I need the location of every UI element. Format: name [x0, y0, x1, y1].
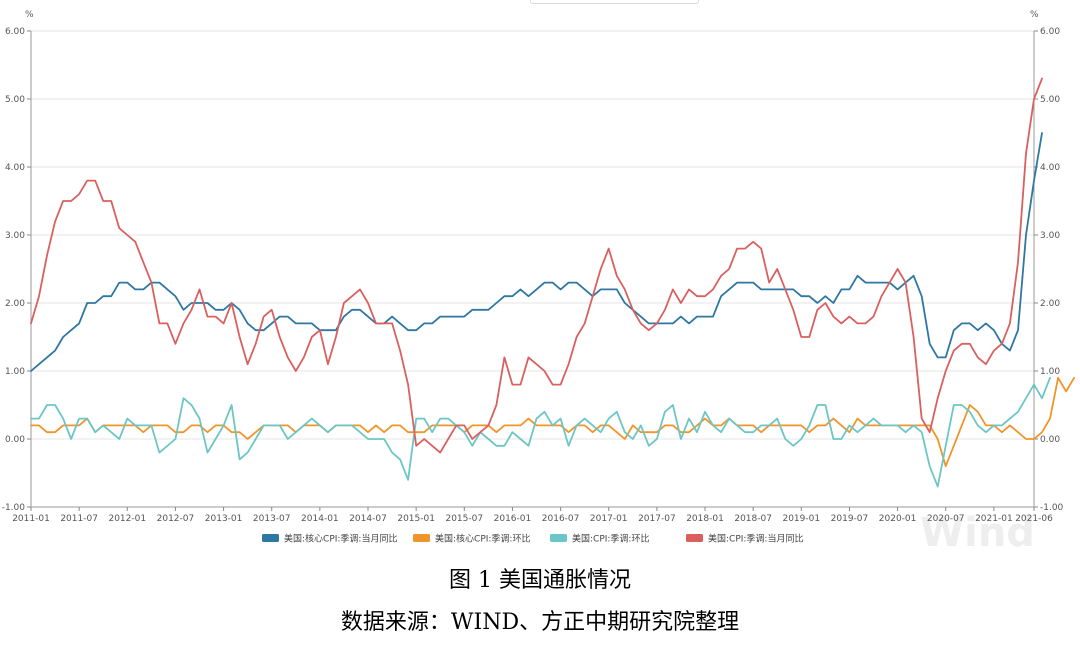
legend-label-3: 美国:CPI:季调:环比 — [572, 533, 649, 545]
legend-swatch-4 — [686, 534, 703, 542]
x-tick-label: 2018-01 — [686, 514, 724, 524]
x-tick-label: 2014-07 — [349, 514, 387, 524]
x-tick-label: 2021-06 — [1015, 514, 1053, 524]
legend-label-4: 美国:CPI:季调:当月同比 — [708, 533, 803, 545]
x-tick-label: 2013-01 — [205, 514, 243, 524]
x-tick-label: 2019-07 — [831, 514, 869, 524]
series-line-2 — [30, 376, 1075, 468]
grid-lines — [31, 30, 1034, 440]
y-axis-left-ticks: 6.00 5.00 4.00 3.00 2.00 1.00 0.00 -1.00 — [2, 27, 26, 513]
x-tick-label: 2011-07 — [60, 514, 98, 524]
x-tick-label: 2015-01 — [397, 514, 435, 524]
figure-source: 数据来源：WIND、方正中期研究院整理 — [340, 610, 740, 635]
series-line-1 — [30, 132, 1043, 372]
series-lines — [30, 77, 1075, 488]
x-tick-label: 2016-01 — [494, 514, 532, 524]
x-tick-label: 2015-07 — [445, 514, 483, 524]
y-tick-label-left: -1.00 — [2, 503, 26, 513]
y-axis-right-ticks: 6.00 5.00 4.00 3.00 2.00 1.00 0.00 -1.00 — [1040, 27, 1064, 513]
y-tick-label-right: 0.00 — [1040, 435, 1060, 445]
y-tick-label-right: 5.00 — [1040, 95, 1060, 105]
legend-swatch-2 — [413, 534, 430, 542]
x-tick-label: 2016-07 — [542, 514, 580, 524]
y-tick-label-left: 6.00 — [5, 27, 25, 37]
x-axis-ticks: 2011-01 2011-07 2012-01 2012-07 2013-01 2013-… — [12, 514, 1053, 524]
y-tick-label-right: 2.00 — [1040, 299, 1060, 309]
figure-title: 图 1 美国通胀情况 — [449, 568, 631, 593]
watermark-text: Wind — [920, 510, 1035, 556]
y-tick-label-right: 3.00 — [1040, 231, 1060, 241]
x-tick-label: 2017-01 — [590, 514, 628, 524]
top-toolbar-box — [530, 0, 699, 4]
y-axis-left-unit: % — [25, 10, 34, 20]
axes — [27, 30, 1038, 511]
x-tick-label: 2013-07 — [253, 514, 291, 524]
legend[interactable]: 美国:核心CPI:季调:当月同比 美国:核心CPI:季调:环比 美国:CPI:季调:… — [262, 533, 803, 545]
x-tick-label: 2017-07 — [638, 514, 676, 524]
x-tick-label: 2012-01 — [108, 514, 146, 524]
y-tick-label-right: 4.00 — [1040, 163, 1060, 173]
y-tick-label-left: 1.00 — [5, 367, 25, 377]
y-tick-label-left: 4.00 — [5, 163, 25, 173]
y-tick-label-left: 2.00 — [5, 299, 25, 309]
x-tick-label: 2019-01 — [782, 514, 820, 524]
x-tick-label: 2011-01 — [12, 514, 50, 524]
x-tick-label: 2018-07 — [734, 514, 772, 524]
legend-label-2: 美国:核心CPI:季调:环比 — [435, 533, 530, 545]
y-axis-right-unit: % — [1030, 10, 1039, 20]
y-tick-label-left: 0.00 — [5, 435, 25, 445]
y-tick-label-left: 5.00 — [5, 95, 25, 105]
x-tick-label: 2021-01 — [975, 514, 1013, 524]
y-tick-label-right: 6.00 — [1040, 27, 1060, 37]
cpi-line-chart: Wind 6.00 5.00 4.00 3.00 2.00 1.00 0.00 -1.00 6… — [2, 10, 1075, 556]
series-line-3 — [30, 376, 1051, 488]
y-tick-label-left: 3.00 — [5, 231, 25, 241]
x-tick-label: 2020-01 — [879, 514, 917, 524]
legend-swatch-3 — [550, 534, 567, 542]
x-tick-label: 2020-07 — [927, 514, 965, 524]
legend-label-1: 美国:核心CPI:季调:当月同比 — [284, 533, 397, 545]
legend-swatch-1 — [262, 534, 279, 542]
x-tick-label: 2012-07 — [157, 514, 195, 524]
series-line-4 — [30, 77, 1043, 454]
x-tick-label: 2014-01 — [301, 514, 339, 524]
y-tick-label-right: 1.00 — [1040, 367, 1060, 377]
y-tick-label-right: -1.00 — [1040, 503, 1064, 513]
